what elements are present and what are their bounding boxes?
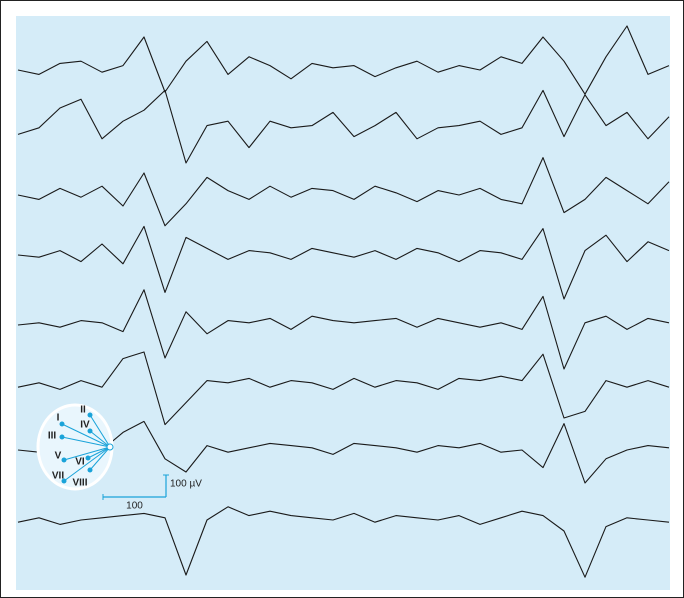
electrode: [62, 458, 67, 463]
page: IIIIIIIVVVIVIIVIII 100 µV100 (() => { co…: [0, 0, 684, 598]
reference: [107, 444, 113, 450]
electrode-label: IV: [80, 420, 90, 431]
electrode-label: III: [48, 431, 57, 442]
electrode-label: VI: [75, 457, 85, 468]
electrode: [60, 435, 65, 440]
figure: IIIIIIIVVVIVIIVIII 100 µV100: [0, 0, 684, 598]
electrode: [88, 468, 93, 473]
electrode: [88, 413, 93, 418]
electrode: [60, 422, 65, 427]
head: [38, 405, 112, 489]
electrode-label: II: [80, 405, 86, 416]
electrode: [86, 456, 91, 461]
electrode-label: I: [57, 413, 60, 424]
background: [16, 16, 670, 590]
scale-y-label: 100 µV: [170, 479, 202, 490]
electrode-label: V: [55, 451, 62, 462]
scale-x-label: 100: [126, 501, 143, 512]
electrode-label: VII: [52, 471, 64, 482]
electrode-label: VIII: [72, 478, 87, 489]
